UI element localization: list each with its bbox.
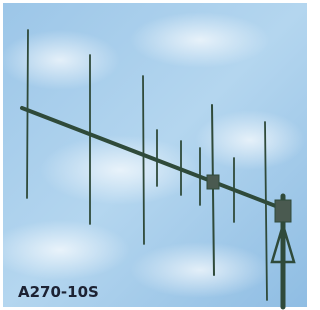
photo: A270-10S	[0, 0, 310, 310]
caption: A270-10S	[18, 283, 99, 301]
page: A270-10S (() => { const data = JSON.pars…	[0, 0, 310, 310]
